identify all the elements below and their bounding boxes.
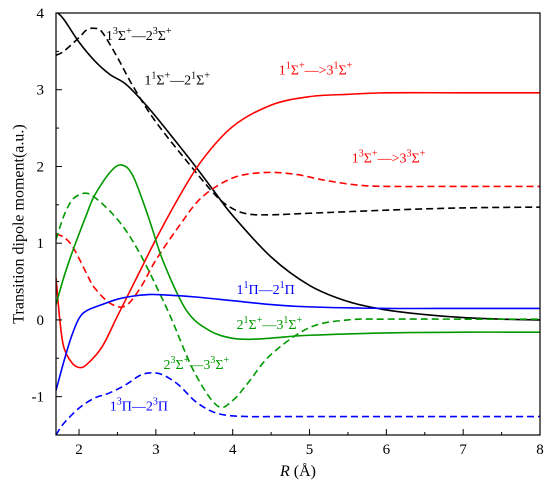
x-tick-label: 3 <box>152 442 160 458</box>
y-axis: -1 0 1 2 3 4 <box>32 6 62 436</box>
y-axis-title: Transition dipole moment(a.u.) <box>11 124 28 323</box>
series-annotation-5: 11Π—21Π <box>237 280 295 298</box>
y-tick-label: 2 <box>37 159 45 175</box>
x-tick-label: 4 <box>229 442 237 458</box>
series-line-7 <box>56 293 540 391</box>
plot-lines <box>56 13 540 435</box>
y-tick-label: -1 <box>32 390 45 406</box>
series-annotation-2: 11Σ+—21Σ+ <box>144 70 210 88</box>
series-annotation-3: 11Σ+—>31Σ+ <box>279 60 353 78</box>
series-line-5 <box>56 164 540 341</box>
series-annotation-6: 21Σ+—31Σ+ <box>237 315 303 333</box>
series-annotation-1: 13Σ+—23Σ+ <box>106 26 172 44</box>
x-axis-title: R (Å) <box>279 462 316 480</box>
annotations: 13Σ+—23Σ+ 11Σ+—21Σ+ 11Σ+—>31Σ+ 13Σ+—>33Σ+ 11… <box>106 26 426 415</box>
x-tick-label: 2 <box>75 442 83 458</box>
x-tick-label: 6 <box>383 442 391 458</box>
y-tick-label: 3 <box>37 83 45 99</box>
y-tick-label: 0 <box>37 313 45 329</box>
series-line-2 <box>56 27 540 216</box>
x-tick-label: 5 <box>306 442 314 458</box>
series-annotation-7: 23Σ+—33Σ+ <box>164 355 230 373</box>
y-tick-label: 4 <box>37 6 45 22</box>
plot-frame <box>55 12 541 436</box>
series-line-8 <box>56 372 540 435</box>
series-line-6 <box>56 192 540 409</box>
series-line-3 <box>56 91 540 369</box>
x-tick-label: 7 <box>459 442 467 458</box>
series-annotation-8: 13Π—23Π <box>110 396 168 414</box>
y-tick-label: 1 <box>37 236 45 252</box>
x-tick-label: 8 <box>536 442 544 458</box>
series-line-4 <box>56 171 540 308</box>
series-annotation-4: 13Σ+—>33Σ+ <box>352 149 426 167</box>
series-line-1 <box>56 13 540 321</box>
x-axis: 2 3 4 5 6 7 8 <box>75 429 544 458</box>
